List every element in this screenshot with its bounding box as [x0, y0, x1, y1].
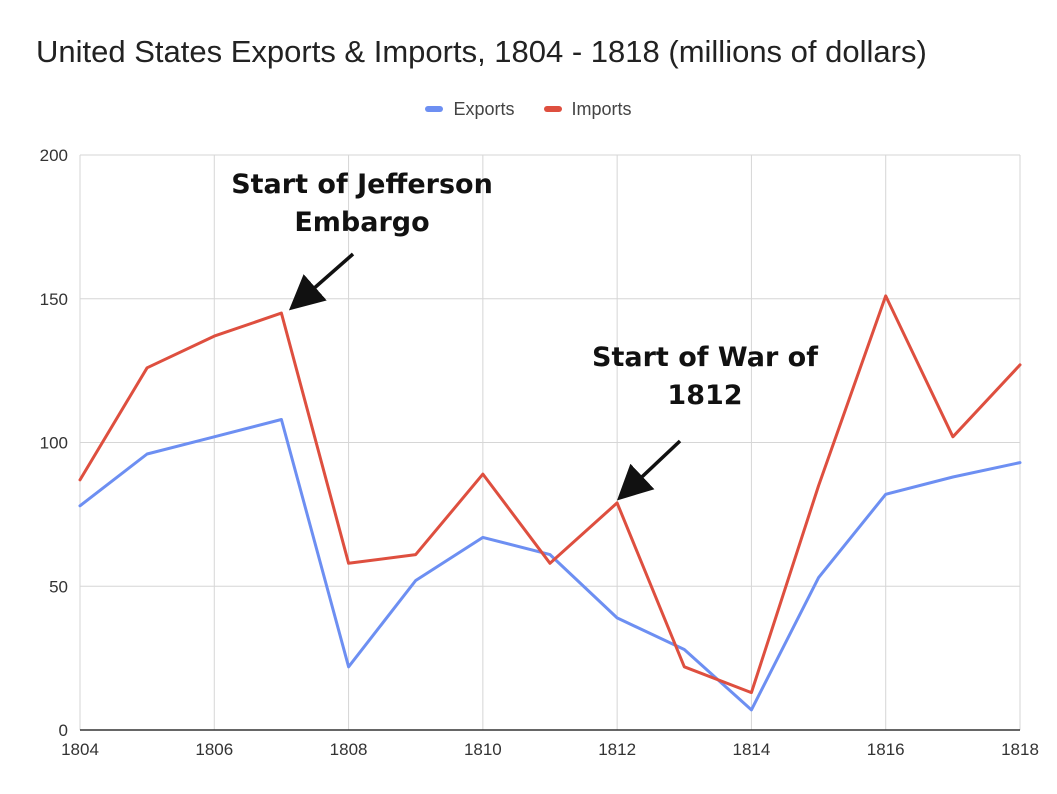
- legend-swatch-exports: [425, 106, 444, 112]
- legend-item-imports[interactable]: Imports: [543, 98, 632, 120]
- y-tick-label: 200: [40, 146, 68, 165]
- legend-label-exports: Exports: [453, 98, 515, 119]
- x-tick-label: 1818: [1001, 740, 1039, 759]
- y-tick-label: 50: [49, 577, 68, 596]
- series-line-exports[interactable]: [78, 418, 1022, 712]
- axes: 0 50 100 150 200 1804 1806 1808 1810 1812 1814 1816…: [40, 146, 1039, 759]
- x-tick-label: 1816: [867, 740, 905, 759]
- x-tick-label: 1804: [61, 740, 99, 759]
- y-tick-label: 0: [59, 721, 68, 740]
- annotation-text-jefferson: Embargo: [294, 207, 429, 238]
- annotation-text-jefferson: Start of Jefferson: [231, 169, 493, 200]
- annotation-arrow-jefferson: [288, 252, 355, 311]
- y-tick-label: 150: [40, 290, 68, 309]
- legend-swatch-imports: [543, 106, 562, 112]
- x-tick-label: 1814: [733, 740, 771, 759]
- series-layer: [78, 294, 1022, 712]
- x-tick-label: 1812: [598, 740, 636, 759]
- annotations: Start of Jefferson Embargo Start of War of…: [231, 169, 818, 501]
- chart-title: United States Exports & Imports, 1804 - …: [36, 34, 927, 69]
- legend: Exports Imports: [0, 96, 1057, 120]
- y-tick-label: 100: [40, 434, 68, 453]
- annotation-text-war1812: Start of War of: [592, 342, 818, 373]
- annotation-arrow-war1812: [616, 439, 682, 501]
- grid: [79, 154, 1021, 730]
- x-tick-label: 1806: [195, 740, 233, 759]
- x-tick-label: 1810: [464, 740, 502, 759]
- x-tick-label: 1808: [330, 740, 368, 759]
- series-line-imports[interactable]: [78, 294, 1022, 695]
- legend-item-exports[interactable]: Exports: [425, 98, 515, 120]
- annotation-text-war1812: 1812: [667, 380, 742, 411]
- legend-label-imports: Imports: [571, 98, 632, 119]
